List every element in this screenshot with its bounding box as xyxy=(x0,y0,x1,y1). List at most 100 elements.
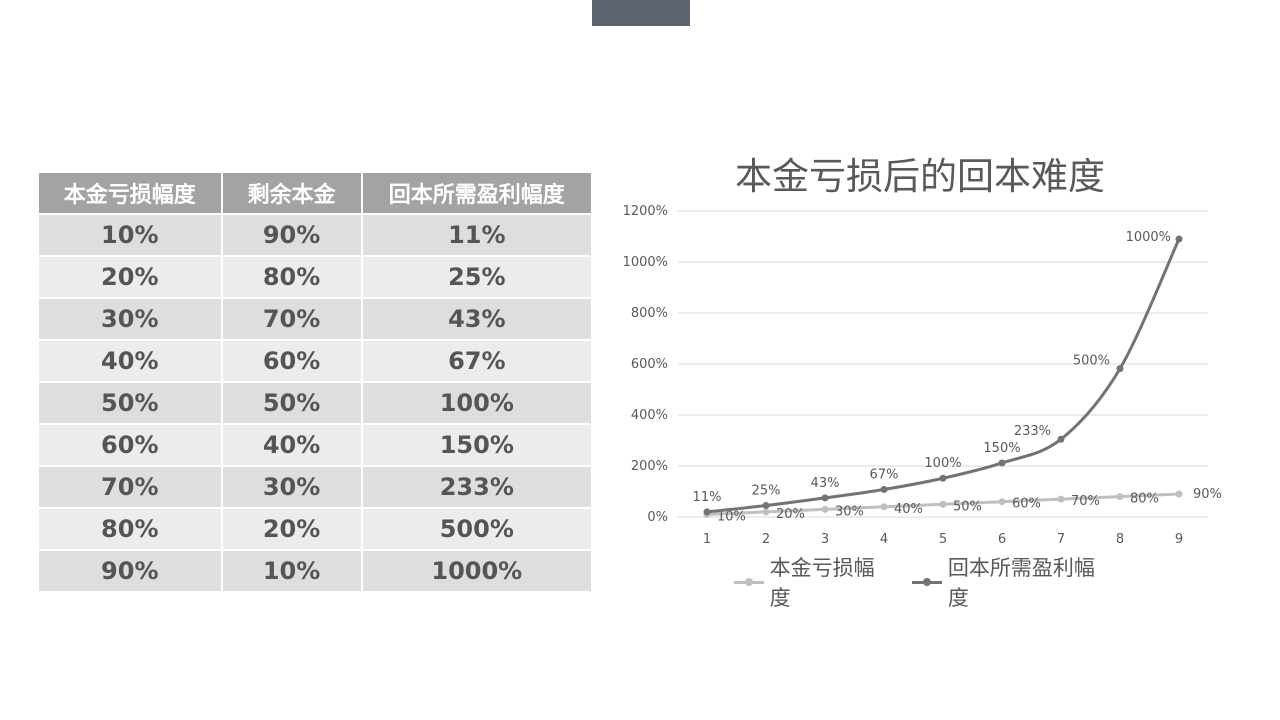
table-row: 20% 80% 25% xyxy=(37,255,594,299)
x-tick-label: 1 xyxy=(703,532,711,547)
y-tick-label: 0% xyxy=(647,510,668,525)
cell-remaining: 30% xyxy=(220,465,363,509)
data-point xyxy=(821,494,829,502)
data-point xyxy=(762,508,770,516)
x-tick-label: 6 xyxy=(998,532,1006,547)
y-tick-label: 600% xyxy=(631,357,668,372)
cell-remaining: 20% xyxy=(220,507,363,551)
data-point xyxy=(821,505,829,513)
cell-loss: 60% xyxy=(37,423,223,467)
data-point xyxy=(939,500,947,508)
cell-loss: 40% xyxy=(37,339,223,383)
header-remaining: 剩余本金 xyxy=(220,171,363,215)
legend-item: 本金亏损幅度 xyxy=(734,552,894,612)
line-chart: 0% 200% 400% 600% 800% 1000% 1200% 1 2 3 4 5 6 7 8 9 10%… xyxy=(623,204,1222,547)
data-point xyxy=(998,498,1006,506)
table-row: 70% 30% 233% xyxy=(37,465,594,509)
data-label: 500% xyxy=(1073,354,1110,369)
data-label: 43% xyxy=(811,476,840,491)
loss-recovery-table: 本金亏损幅度 剩余本金 回本所需盈利幅度 10% 90% 11% 20% 80% 25% 3… xyxy=(37,171,594,593)
cell-loss: 20% xyxy=(37,255,223,299)
cell-loss: 30% xyxy=(37,297,223,341)
x-tick-label: 7 xyxy=(1057,532,1065,547)
x-tick-label: 8 xyxy=(1116,532,1124,547)
data-point xyxy=(762,502,770,510)
cell-required-gain: 11% xyxy=(360,213,594,257)
data-point xyxy=(1175,235,1183,243)
legend-label: 回本所需盈利幅度 xyxy=(947,556,1095,610)
data-point xyxy=(703,508,711,516)
header-loss: 本金亏损幅度 xyxy=(37,171,223,215)
data-point xyxy=(939,474,947,482)
table-row: 10% 90% 11% xyxy=(37,213,594,257)
table-row: 60% 40% 150% xyxy=(37,423,594,467)
data-point xyxy=(1057,495,1065,503)
y-tick-label: 1200% xyxy=(623,204,668,219)
legend-swatch xyxy=(734,577,764,586)
legend-item: 回本所需盈利幅度 xyxy=(912,552,1114,612)
cell-required-gain: 233% xyxy=(360,465,594,509)
data-point xyxy=(1175,490,1183,498)
cell-loss: 50% xyxy=(37,381,223,425)
data-label: 30% xyxy=(835,504,864,519)
data-point xyxy=(1116,493,1124,501)
y-tick-label: 800% xyxy=(631,306,668,321)
data-label: 20% xyxy=(776,507,805,522)
cell-remaining: 40% xyxy=(220,423,363,467)
cell-loss: 90% xyxy=(37,549,223,593)
cell-required-gain: 43% xyxy=(360,297,594,341)
data-label: 100% xyxy=(924,456,961,471)
cell-required-gain: 100% xyxy=(360,381,594,425)
data-label: 1000% xyxy=(1126,230,1171,245)
data-label: 67% xyxy=(870,467,899,482)
table-row: 40% 60% 67% xyxy=(37,339,594,383)
legend-swatch xyxy=(912,577,942,586)
data-label: 50% xyxy=(953,499,982,514)
x-tick-label: 5 xyxy=(939,532,947,547)
data-point xyxy=(880,503,888,511)
cell-remaining: 90% xyxy=(220,213,363,257)
data-label: 11% xyxy=(693,490,722,505)
cell-remaining: 80% xyxy=(220,255,363,299)
cell-required-gain: 67% xyxy=(360,339,594,383)
cell-loss: 10% xyxy=(37,213,223,257)
legend-label: 本金亏损幅度 xyxy=(769,556,875,610)
cell-remaining: 10% xyxy=(220,549,363,593)
chart-legend: 本金亏损幅度 回本所需盈利幅度 xyxy=(734,552,1114,612)
data-label: 90% xyxy=(1193,487,1222,502)
cell-required-gain: 150% xyxy=(360,423,594,467)
data-label: 70% xyxy=(1071,494,1100,509)
table-row: 90% 10% 1000% xyxy=(37,549,594,593)
y-tick-label: 400% xyxy=(631,408,668,423)
table-row: 50% 50% 100% xyxy=(37,381,594,425)
data-label: 10% xyxy=(717,509,746,524)
cell-remaining: 60% xyxy=(220,339,363,383)
x-tick-label: 4 xyxy=(880,532,888,547)
table-body: 10% 90% 11% 20% 80% 25% 30% 70% 43% 40% 60% 67% 50% 5… xyxy=(37,213,594,593)
data-label: 80% xyxy=(1130,492,1159,507)
x-tick-label: 9 xyxy=(1175,532,1183,547)
data-point xyxy=(1116,365,1124,373)
data-point xyxy=(880,485,888,493)
x-tick-label: 2 xyxy=(762,532,770,547)
data-label: 40% xyxy=(894,502,923,517)
cell-loss: 80% xyxy=(37,507,223,551)
data-point xyxy=(1057,435,1065,443)
data-label: 150% xyxy=(983,441,1020,456)
x-tick-label: 3 xyxy=(821,532,829,547)
cell-remaining: 50% xyxy=(220,381,363,425)
y-tick-label: 200% xyxy=(631,459,668,474)
data-label: 233% xyxy=(1014,424,1051,439)
cell-required-gain: 500% xyxy=(360,507,594,551)
top-tab-block xyxy=(592,0,690,26)
cell-loss: 70% xyxy=(37,465,223,509)
chart-title: 本金亏损后的回本难度 xyxy=(735,155,1105,198)
cell-remaining: 70% xyxy=(220,297,363,341)
table-row: 30% 70% 43% xyxy=(37,297,594,341)
y-tick-label: 1000% xyxy=(623,255,668,270)
table-header-row: 本金亏损幅度 剩余本金 回本所需盈利幅度 xyxy=(37,171,594,215)
data-label: 25% xyxy=(752,484,781,499)
cell-required-gain: 25% xyxy=(360,255,594,299)
cell-required-gain: 1000% xyxy=(360,549,594,593)
header-required-gain: 回本所需盈利幅度 xyxy=(360,171,594,215)
